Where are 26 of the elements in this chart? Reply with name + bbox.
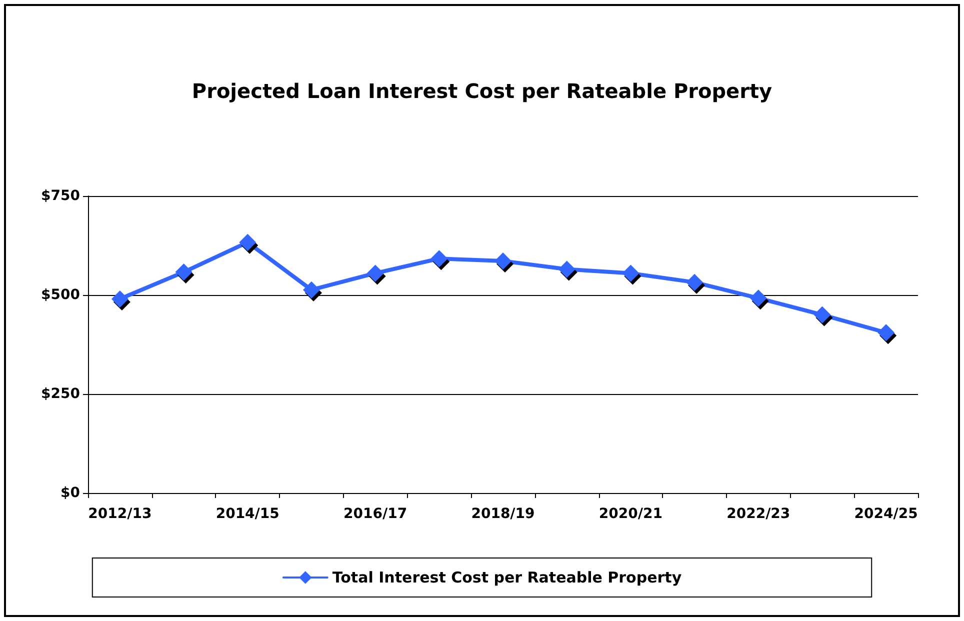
point bbox=[302, 281, 320, 298]
y-tick-label: $0 bbox=[60, 485, 80, 501]
x-tick-label: 2012/13 bbox=[88, 506, 152, 522]
x-tick-label: 2022/23 bbox=[726, 506, 790, 522]
point bbox=[686, 274, 704, 291]
x-tick-label: 2016/17 bbox=[344, 506, 408, 522]
x-tick-label: 2014/15 bbox=[216, 506, 280, 522]
point bbox=[558, 260, 576, 278]
x-tick-label: 2024/25 bbox=[854, 506, 918, 522]
point bbox=[814, 306, 831, 324]
legend-label: Total Interest Cost per Rateable Property bbox=[332, 568, 682, 586]
point bbox=[622, 264, 640, 282]
chart-title: Projected Loan Interest Cost per Rateable Property bbox=[192, 79, 772, 103]
x-tick-label: 2018/19 bbox=[471, 506, 535, 522]
y-tick-label: $250 bbox=[41, 386, 80, 402]
point bbox=[750, 290, 767, 307]
point bbox=[494, 252, 512, 270]
y-tick-label: $500 bbox=[41, 287, 80, 303]
point bbox=[111, 290, 128, 308]
point bbox=[175, 264, 192, 281]
y-tick-label: $750 bbox=[41, 188, 80, 204]
point bbox=[430, 250, 448, 268]
point bbox=[878, 324, 895, 342]
x-tick-label: 2020/21 bbox=[598, 506, 662, 522]
point bbox=[239, 234, 256, 251]
point bbox=[366, 264, 384, 282]
